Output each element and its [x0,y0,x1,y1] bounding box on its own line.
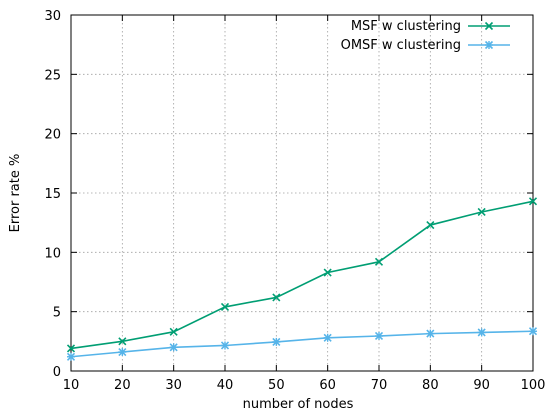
x-tick-label: 70 [371,378,388,393]
legend-marker-1 [484,40,494,50]
data-point [374,257,384,266]
data-point [66,344,76,353]
data-point [220,302,230,311]
x-tick-label: 90 [473,378,490,393]
x-tick-label: 40 [217,378,234,393]
y-tick-label: 15 [44,187,61,202]
data-point [323,268,332,277]
data-point [374,331,384,341]
y-tick-label: 10 [44,246,61,261]
y-tick-label: 20 [44,128,61,143]
x-tick-label: 50 [268,378,285,393]
data-point [528,327,538,336]
legend-label-1: OMSF w clustering [341,38,461,53]
y-tick-label: 25 [44,68,61,83]
x-tick-label: 100 [521,378,546,393]
data-point [118,347,127,357]
data-point [220,341,230,350]
data-point [169,343,178,352]
data-point [477,207,486,217]
y-axis-label: Error rate % [8,154,23,233]
series-group [66,197,538,361]
data-point [169,327,178,336]
legend-marker-0 [484,21,494,31]
data-point [272,337,281,346]
data-point [323,333,332,342]
legend-item-1: OMSF w clustering [341,38,461,53]
y-tick-label: 5 [53,306,61,321]
x-tick-label: 80 [422,378,439,393]
data-point [66,352,76,361]
data-point [272,293,281,302]
grid [71,15,533,371]
legend-label-0: MSF w clustering [351,19,461,34]
legend: MSF w clustering OMSF w clustering [341,19,510,53]
x-axis-ticks: 10 20 30 40 50 60 70 80 90 100 [63,15,546,393]
y-tick-label: 30 [44,9,61,24]
series-line-0 [70,200,534,350]
data-point [477,328,486,337]
data-point [528,197,538,206]
x-axis-label: number of nodes [243,397,354,412]
data-point [426,220,435,230]
data-point [426,329,435,338]
legend-item-0: MSF w clustering [351,19,461,34]
x-tick-label: 30 [165,378,182,393]
y-tick-label: 0 [53,365,61,380]
data-point [118,337,127,346]
x-tick-label: 10 [63,378,80,393]
series-line-1 [70,330,534,358]
x-tick-label: 20 [114,378,131,393]
y-axis-ticks: 0 5 10 15 20 25 30 [44,9,533,380]
x-tick-label: 60 [319,378,336,393]
